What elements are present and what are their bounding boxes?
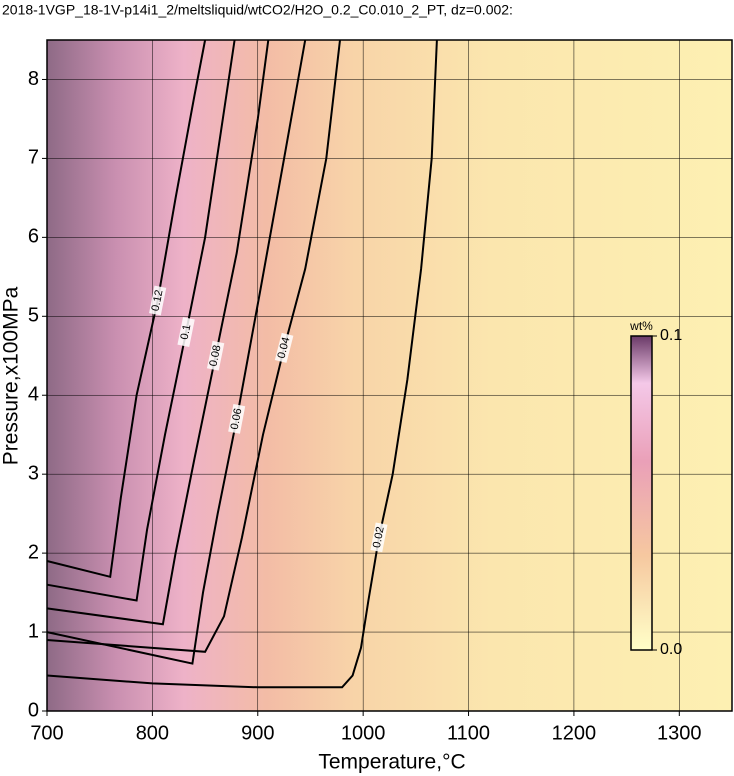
x-axis-label: Temperature,°C — [318, 751, 465, 774]
contour-label: 0.1 — [179, 323, 194, 340]
x-tick-label: 1100 — [447, 722, 490, 744]
contour-line — [46, 39, 307, 665]
y-tick-label: 0 — [28, 699, 39, 721]
x-tick-label: 700 — [30, 722, 63, 744]
y-tick-label: 6 — [28, 226, 39, 248]
contour-label-group: 0.06 — [228, 404, 246, 434]
contour-label-group: 0.12 — [149, 285, 167, 316]
contour-line — [46, 39, 341, 653]
contour-label-group: 0.02 — [370, 522, 388, 553]
colorbar-tick-label: 0.1 — [660, 327, 682, 344]
contour-label: 0.04 — [276, 336, 293, 360]
x-tick-label: 1000 — [341, 722, 386, 744]
y-tick-label: 5 — [28, 305, 39, 327]
chart-title: 2018-1VGP_18-1V-p14i1_2/meltsliquid/wtCO… — [2, 2, 513, 18]
x-tick-label: 900 — [241, 722, 274, 744]
colorbar-tick-label: 0.0 — [660, 641, 682, 658]
contour-label-group: 0.1 — [177, 317, 195, 347]
plot-frame — [46, 39, 733, 712]
x-tick-label: 1300 — [657, 722, 702, 744]
x-tick-label: 800 — [136, 722, 169, 744]
y-tick-label: 2 — [28, 541, 39, 563]
contour-label-box — [274, 332, 294, 363]
contour-label-group: 0.08 — [206, 340, 225, 371]
contour-label: 0.06 — [229, 407, 245, 430]
contour-line — [46, 39, 270, 626]
contour-label-box — [370, 522, 388, 553]
x-tick-label: 1200 — [552, 722, 597, 744]
contour-label-box — [228, 404, 246, 434]
contour-label-box — [177, 317, 195, 347]
y-axis-label: Pressure,x100MPa — [0, 286, 23, 465]
colorbar — [630, 335, 653, 651]
contour-line — [46, 39, 207, 579]
y-tick-label: 7 — [28, 147, 39, 169]
y-tick-label: 1 — [28, 620, 39, 642]
contour-line — [46, 39, 438, 689]
contour-label-box — [206, 340, 225, 371]
contour-label-box — [149, 285, 167, 316]
y-tick-label: 4 — [28, 384, 39, 406]
y-tick-label: 3 — [28, 462, 39, 484]
contour-label: 0.02 — [371, 526, 387, 549]
contour-label: 0.12 — [150, 289, 166, 312]
colorbar-label: wt% — [629, 319, 653, 333]
contour-label-group: 0.04 — [274, 332, 294, 363]
contour-line — [46, 39, 236, 602]
plot-background — [47, 40, 732, 711]
contour-label: 0.08 — [207, 344, 223, 367]
y-tick-label: 8 — [28, 68, 39, 90]
